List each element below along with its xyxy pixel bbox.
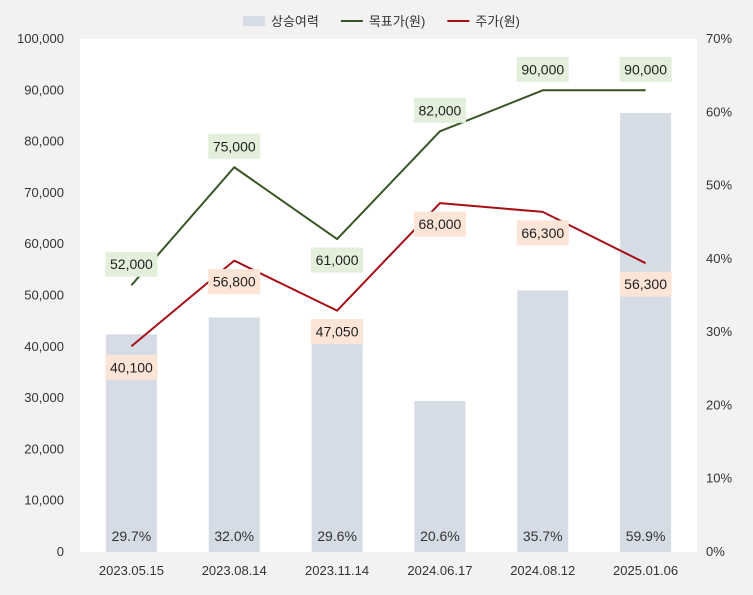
data-label-box: [413, 97, 466, 123]
data-label-box: [311, 247, 364, 273]
data-label-box: [208, 133, 261, 159]
x-tick-label: 2023.05.15: [99, 563, 164, 578]
y-right-tick-label: 60%: [706, 104, 732, 119]
y-left-tick-label: 0: [57, 544, 64, 559]
data-label: 52,000: [110, 256, 153, 272]
data-label-box: [619, 271, 672, 297]
data-labels: 29.7% 32.0% 29.6% 20.6% 35.7% 59.9% 52,000 75,0…: [105, 56, 672, 544]
y-left-tick-label: 60,000: [24, 236, 64, 251]
bar: [517, 290, 569, 552]
data-label-box: [619, 56, 672, 82]
x-tick-label: 2023.08.14: [202, 563, 267, 578]
bar: [414, 401, 466, 552]
y-axis-left: 0 10,000 20,000 30,000 40,000 50,000 60,000 70,…: [17, 31, 64, 559]
bar-value-label: 32.0%: [214, 528, 254, 544]
y-right-tick-label: 30%: [706, 324, 732, 339]
y-left-tick-label: 40,000: [24, 339, 64, 354]
data-label-box: [105, 354, 158, 380]
series-line: [130, 89, 646, 286]
x-tick-label: 2024.06.17: [407, 563, 472, 578]
bar-value-label: 29.6%: [317, 528, 357, 544]
x-tick-label: 2025.01.06: [613, 563, 678, 578]
x-axis: 2023.05.15 2023.08.14 2023.11.14 2024.06.17…: [99, 563, 678, 578]
y-right-tick-label: 10%: [706, 471, 732, 486]
bar-value-label: 20.6%: [420, 528, 460, 544]
y-right-tick-label: 70%: [706, 31, 732, 46]
data-label: 82,000: [419, 102, 462, 118]
data-label: 68,000: [419, 216, 462, 232]
x-tick-label: 2024.08.12: [510, 563, 575, 578]
x-tick-label: 2023.11.14: [305, 563, 369, 578]
data-label-box: [105, 251, 158, 277]
y-right-tick-label: 50%: [706, 178, 732, 193]
y-left-tick-label: 50,000: [24, 288, 64, 303]
plot-area: [80, 39, 697, 552]
data-label: 90,000: [624, 61, 667, 77]
legend-swatch-bar: [243, 16, 265, 26]
bar-value-label: 29.7%: [112, 528, 152, 544]
y-left-tick-label: 70,000: [24, 185, 64, 200]
legend-entry: 상승여력: [271, 14, 319, 29]
legend-entry: 주가(원): [475, 14, 520, 29]
bar-value-label: 35.7%: [523, 528, 563, 544]
y-left-tick-label: 20,000: [24, 441, 64, 456]
y-right-tick-label: 40%: [706, 251, 732, 266]
y-right-tick-label: 0%: [706, 544, 725, 559]
bar-value-label: 59.9%: [626, 528, 666, 544]
data-label: 66,300: [521, 225, 564, 241]
data-label-box: [516, 220, 569, 246]
data-label: 56,300: [624, 276, 667, 292]
data-label: 75,000: [213, 138, 256, 154]
y-left-tick-label: 30,000: [24, 390, 64, 405]
y-left-tick-label: 100,000: [17, 31, 64, 46]
bar: [620, 113, 672, 553]
data-label: 56,800: [213, 274, 256, 290]
data-label: 40,100: [110, 359, 153, 375]
data-label-box: [208, 269, 261, 295]
y-left-tick-label: 90,000: [24, 82, 64, 97]
data-label: 90,000: [521, 61, 564, 77]
legend: 상승여력 목표가(원) 주가(원): [243, 14, 520, 29]
y-left-tick-label: 80,000: [24, 134, 64, 149]
bar: [311, 335, 363, 552]
data-label-box: [516, 56, 569, 82]
data-label-box: [413, 211, 466, 237]
bar: [208, 317, 260, 552]
legend-entry: 목표가(원): [369, 14, 426, 29]
data-label: 47,050: [316, 324, 359, 340]
y-axis-right: 0% 10% 20% 30% 40% 50% 60% 70%: [706, 31, 732, 559]
y-right-tick-label: 20%: [706, 397, 732, 412]
y-left-tick-label: 10,000: [24, 493, 64, 508]
data-label-box: [311, 319, 364, 345]
data-label: 61,000: [316, 252, 359, 268]
